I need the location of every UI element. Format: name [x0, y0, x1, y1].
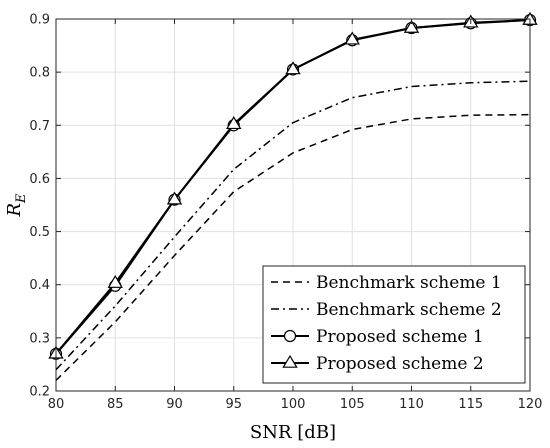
legend-item: Proposed scheme 1 [271, 327, 484, 347]
y-tick-label: 0.5 [29, 225, 50, 240]
x-tick-label: 85 [107, 397, 124, 412]
legend-label: Proposed scheme 2 [316, 354, 484, 374]
series-1 [55, 113, 531, 381]
y-tick-label: 0.3 [29, 331, 50, 346]
legend-item: Proposed scheme 2 [271, 354, 484, 374]
series-2 [55, 80, 531, 371]
legend-item: Benchmark scheme 2 [271, 300, 502, 320]
x-tick-label: 80 [48, 397, 65, 412]
legend-label: Benchmark scheme 2 [316, 300, 502, 320]
x-tick-label: 115 [458, 397, 483, 412]
data-point-triangle [107, 274, 123, 288]
y-tick-label: 0.4 [29, 278, 50, 293]
y-tick-label: 0.2 [29, 385, 50, 400]
y-axis-label-sub: E [14, 193, 29, 204]
data-point-triangle [166, 191, 183, 205]
ticks: 80 85 90 95 100 105 110 115 120 0.2 0.3 0.4 0.5 0.6 0.… [29, 13, 542, 413]
legend-marker [282, 354, 298, 368]
legend: Benchmark scheme 1 Benchmark scheme 2 Prop… [262, 265, 526, 384]
y-tick-label: 0.6 [29, 172, 50, 187]
data-point-triangle [285, 61, 301, 75]
y-axis-label-main: R [4, 203, 25, 218]
x-tick-label: 100 [281, 397, 306, 412]
y-tick-label: 0.7 [29, 119, 50, 134]
x-tick-label: 105 [340, 397, 365, 412]
legend-item: Benchmark scheme 1 [271, 273, 502, 293]
y-tick-label: 0.8 [29, 66, 50, 81]
legend-label: Proposed scheme 1 [316, 327, 484, 347]
legend-marker [283, 329, 297, 343]
series-line [55, 113, 531, 381]
x-tick-label: 90 [166, 397, 183, 412]
data-point-triangle [344, 31, 360, 45]
x-tick-label: 110 [399, 397, 424, 412]
data-point-triangle [403, 19, 420, 33]
series-line [55, 80, 531, 371]
y-axis-label: RE [4, 193, 29, 218]
x-axis-label: SNR [dB] [250, 422, 336, 443]
legend-label: Benchmark scheme 1 [316, 273, 502, 293]
x-tick-label: 120 [518, 397, 543, 412]
x-tick-label: 95 [225, 397, 242, 412]
data-point-triangle [226, 116, 242, 130]
y-tick-label: 0.9 [29, 13, 50, 28]
